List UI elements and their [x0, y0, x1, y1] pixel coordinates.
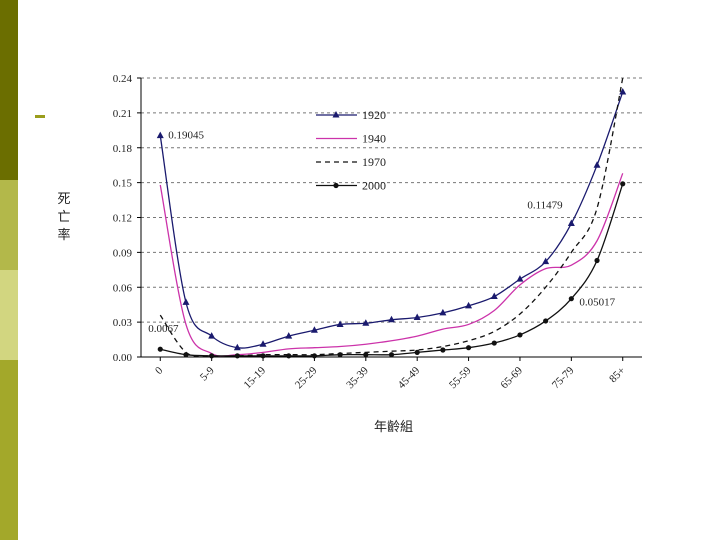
- data-point-2000: [620, 181, 626, 187]
- legend-marker-1920: [332, 111, 340, 118]
- y-tick-label: 0.12: [113, 213, 132, 225]
- data-point-2000: [337, 352, 343, 358]
- series-line-1970: [159, 77, 624, 358]
- data-point-2000: [183, 352, 189, 358]
- data-point-1920: [619, 87, 627, 95]
- data-point-2000: [414, 349, 420, 355]
- sidebar-block-1: [0, 0, 18, 180]
- legend-label: 1920: [362, 108, 386, 122]
- x-tick-label: 45-49: [396, 364, 423, 391]
- y-tick-label: 0.21: [113, 108, 132, 120]
- y-tick-label: 0.18: [113, 143, 133, 155]
- data-label: 0.19045: [168, 130, 204, 142]
- data-point-1920: [593, 161, 601, 168]
- x-tick-label: 0: [153, 364, 166, 377]
- data-point-2000: [440, 347, 446, 353]
- data-point-1920: [490, 292, 498, 300]
- data-label: 0.05017: [579, 297, 615, 309]
- x-axis-title: 年齡組: [374, 420, 413, 435]
- sidebar-block-3: [0, 270, 18, 360]
- data-point-1920: [516, 275, 524, 282]
- data-point-2000: [286, 353, 292, 359]
- data-point-2000: [363, 352, 369, 358]
- y-tick-label: 0.15: [113, 178, 133, 190]
- y-axis-title: 死亡率: [57, 192, 70, 243]
- data-point-1920: [233, 343, 241, 351]
- data-point-2000: [491, 340, 497, 346]
- y-tick-label: 0.24: [113, 73, 133, 85]
- data-point-1920: [439, 308, 447, 316]
- data-point-1920: [208, 332, 216, 339]
- data-point-1920: [362, 319, 370, 326]
- data-point-1920: [336, 320, 344, 327]
- x-tick-label: 25-29: [293, 364, 320, 391]
- data-point-2000: [209, 353, 215, 359]
- x-tick-label: 35-39: [344, 364, 371, 391]
- y-tick-label: 0.09: [113, 247, 133, 259]
- data-point-2000: [260, 353, 266, 359]
- x-tick-label: 15-19: [242, 364, 269, 391]
- data-point-2000: [517, 332, 523, 338]
- data-point-2000: [311, 353, 318, 359]
- legend-marker-2000: [333, 182, 339, 189]
- data-point-2000: [388, 352, 395, 358]
- data-point-2000: [157, 346, 163, 352]
- sidebar-block-2: [0, 180, 18, 270]
- data-point-1920: [156, 131, 164, 139]
- data-point-1920: [465, 301, 473, 309]
- x-tick-label: 5-9: [198, 364, 217, 383]
- data-point-1920: [285, 332, 293, 339]
- data-point-1920: [567, 219, 575, 227]
- data-point-1920: [413, 313, 421, 320]
- y-tick-label: 0.00: [113, 352, 133, 364]
- legend-label: 1970: [362, 155, 386, 169]
- y-tick-label: 0.06: [113, 282, 133, 294]
- data-point-1920: [259, 340, 267, 347]
- data-point-2000: [234, 353, 240, 359]
- y-tick-label: 0.03: [113, 317, 133, 329]
- data-point-1920: [542, 257, 550, 265]
- data-point-1920: [182, 298, 190, 305]
- data-point-2000: [568, 296, 574, 302]
- slide-sidebar: [0, 0, 18, 540]
- data-point-1920: [310, 326, 318, 333]
- series-line-1920: [159, 91, 624, 349]
- x-tick-label: 75-79: [550, 364, 577, 391]
- data-point-2000: [543, 318, 549, 324]
- data-label: 0.0067: [148, 323, 179, 335]
- data-label: 0.11479: [527, 200, 563, 212]
- x-tick-label: 65-69: [498, 364, 525, 391]
- data-point-1920: [388, 315, 395, 323]
- data-point-2000: [465, 345, 472, 351]
- sidebar-block-4: [0, 360, 18, 540]
- legend-label: 2000: [362, 179, 386, 193]
- x-tick-label: 55-59: [447, 364, 474, 391]
- x-tick-label: 85+: [607, 365, 628, 386]
- slide-bullet-dash: [35, 115, 45, 118]
- legend-label: 1940: [362, 132, 386, 146]
- data-point-2000: [594, 257, 600, 264]
